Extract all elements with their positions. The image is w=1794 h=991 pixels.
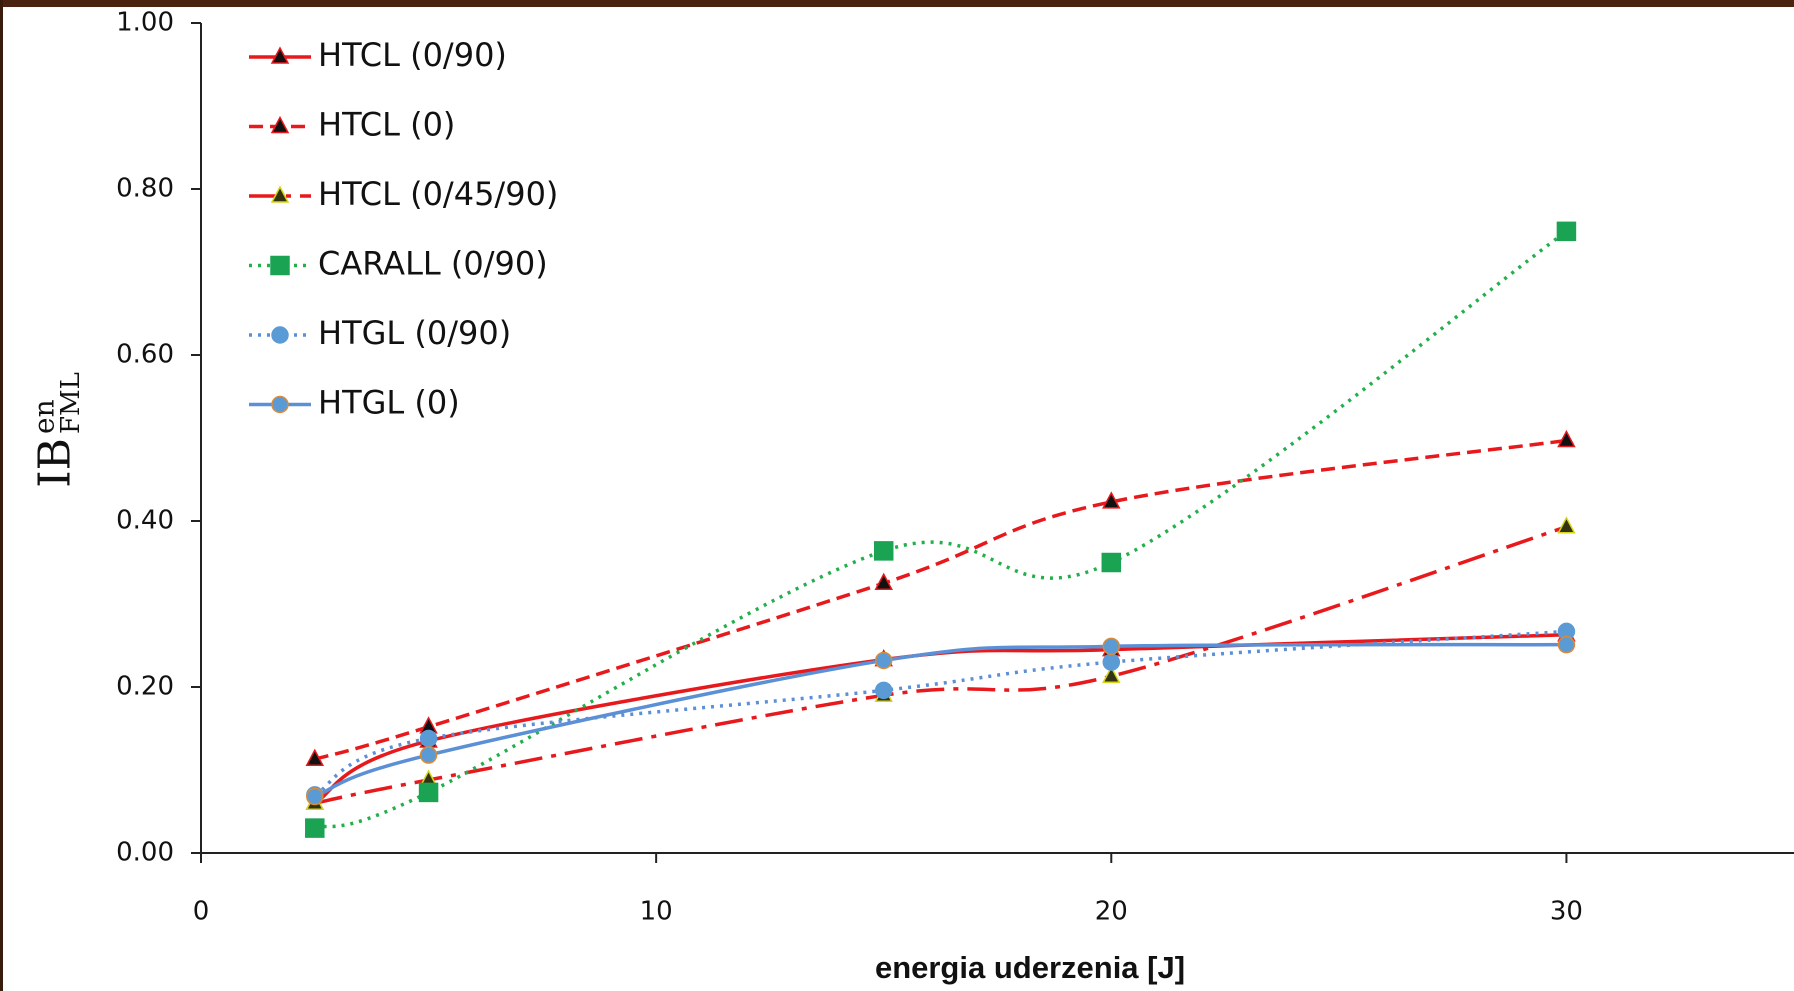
marker (1102, 653, 1121, 671)
legend-label: HTCL (0/45/90) (318, 175, 558, 213)
y-tick-label: 0.40 (116, 506, 174, 536)
legend-label: HTCL (0/90) (318, 36, 507, 74)
marker (1557, 635, 1576, 654)
marker (1101, 552, 1122, 573)
series-line (314, 642, 1567, 799)
marker (419, 729, 438, 748)
marker (306, 787, 324, 806)
y-tick-label: 0.20 (116, 672, 174, 702)
x-tick-label: 20 (1095, 897, 1128, 927)
marker (305, 748, 325, 766)
legend-label: HTGL (0/90) (318, 314, 511, 352)
marker (270, 185, 290, 203)
frame-top (0, 0, 1794, 7)
x-tick-label: 10 (640, 897, 673, 927)
y-tick-label: 0.80 (116, 174, 174, 204)
marker (1557, 429, 1576, 448)
marker (1102, 665, 1121, 683)
marker (1102, 491, 1121, 509)
marker (1556, 221, 1577, 242)
marker (305, 818, 325, 838)
marker (419, 746, 438, 764)
x-tick-label: 30 (1550, 897, 1583, 927)
x-tick-label: 0 (193, 897, 210, 927)
y-tick-label: 0.60 (116, 340, 174, 370)
marker (270, 255, 290, 276)
y-label-sub: FML (56, 372, 86, 434)
marker (874, 572, 893, 590)
y-tick-label: 0.00 (116, 838, 174, 868)
y-tick-label: 1.00 (116, 8, 174, 38)
x-axis-label: energia uderzenia [J] (875, 950, 1185, 985)
marker (1102, 637, 1121, 656)
marker (873, 541, 894, 561)
marker (874, 651, 893, 670)
series-line (314, 438, 1567, 761)
legend-label: CARALL (0/90) (318, 245, 548, 283)
series-line (313, 629, 1567, 797)
marker (270, 46, 290, 64)
series-line (313, 632, 1567, 805)
frame-left (0, 0, 3, 991)
y-axis-label: IB en FML (28, 372, 87, 488)
marker (874, 681, 893, 700)
marker (270, 115, 290, 134)
series-line (314, 525, 1567, 805)
legend-label: HTGL (0) (318, 384, 460, 422)
y-label-main: IB (30, 438, 81, 488)
marker (271, 395, 289, 414)
y-label-sup: en (28, 399, 61, 434)
marker (1557, 516, 1576, 534)
marker (418, 782, 439, 803)
marker (271, 326, 289, 344)
legend-label: HTCL (0) (318, 106, 455, 144)
